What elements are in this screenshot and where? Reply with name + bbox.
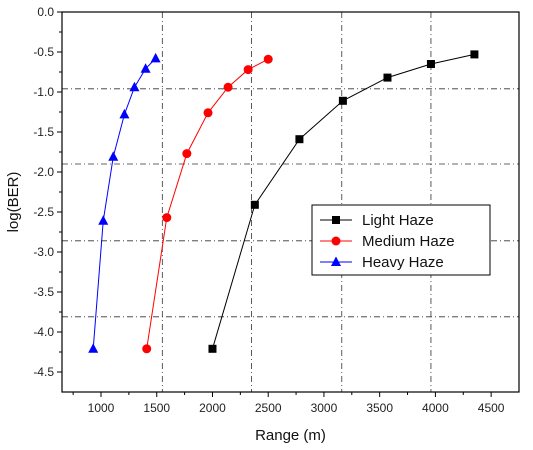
x-tick-label: 3500: [366, 401, 393, 415]
heavy-haze-point: [98, 215, 109, 225]
x-tick-label: 4000: [422, 401, 449, 415]
heavy-haze-point: [129, 81, 140, 92]
plot-frame: [61, 11, 520, 393]
light-haze-point: [250, 200, 259, 209]
medium-haze-point: [162, 213, 172, 223]
y-tick-label: -3.5: [33, 285, 54, 299]
medium-haze-point: [182, 149, 192, 159]
light-haze-point: [208, 344, 217, 353]
y-axis: 0.0 -0.5 -1.0 -1.5 -2.0 -2.5 -3.0 -3.5 -4.0 -4.5: [33, 5, 62, 379]
medium-haze-point: [142, 344, 152, 354]
light-haze-series: [208, 50, 479, 353]
light-haze-point: [383, 73, 392, 82]
light-haze-point: [426, 60, 435, 68]
y-axis-title: log(BER): [5, 172, 22, 233]
y-tick-label: -1.0: [33, 85, 54, 99]
heavy-haze-point: [108, 151, 119, 161]
y-tick-label: -3.0: [33, 245, 54, 259]
y-tick-label: -4.0: [33, 325, 54, 339]
light-haze-point: [295, 135, 304, 144]
heavy-haze-line: [92, 58, 156, 349]
light-haze-legend-label: Light Haze: [362, 212, 434, 229]
medium-haze-legend-marker: [331, 236, 341, 246]
x-axis: 1000 1500 2000 2500 3000 3500 4000 4500: [72, 392, 505, 415]
x-tick-label: 4500: [478, 401, 505, 415]
x-tick-label: 2000: [199, 401, 226, 415]
legend-box: [311, 204, 491, 276]
x-tick-label: 1500: [143, 401, 170, 415]
y-tick-label: -2.0: [33, 165, 54, 179]
series-layer: [88, 50, 479, 354]
medium-haze-point: [243, 65, 253, 75]
light-haze-legend-marker: [332, 216, 340, 224]
y-tick-label: -1.5: [33, 125, 54, 139]
heavy-haze-point: [119, 108, 130, 119]
medium-haze-legend-label: Medium Haze: [362, 233, 455, 250]
heavy-haze-point: [88, 343, 99, 353]
x-axis-title: Range (m): [255, 427, 326, 444]
medium-haze-point: [203, 108, 213, 118]
light-haze-point: [338, 96, 347, 105]
y-tick-label: -4.5: [33, 365, 54, 379]
y-tick-label: -0.5: [33, 45, 54, 59]
medium-haze-point: [263, 54, 273, 64]
x-tick-label: 2500: [255, 401, 282, 415]
heavy-haze-series: [88, 52, 161, 353]
y-tick-label: -2.5: [33, 205, 54, 219]
light-haze-point: [470, 50, 479, 59]
medium-haze-series: [142, 54, 273, 354]
heavy-haze-legend-label: Heavy Haze: [362, 254, 444, 271]
heavy-haze-point: [150, 52, 161, 63]
heavy-haze-legend-marker: [331, 256, 341, 266]
heavy-haze-point: [140, 63, 151, 73]
y-tick-label: 0.0: [37, 5, 54, 19]
medium-haze-point: [223, 82, 233, 92]
legend: Light Haze Medium Haze Heavy Haze: [311, 204, 491, 276]
x-tick-label: 3000: [311, 401, 338, 415]
x-tick-label: 1000: [88, 401, 115, 415]
reference-lines: [62, 12, 519, 392]
medium-haze-line: [146, 58, 269, 349]
